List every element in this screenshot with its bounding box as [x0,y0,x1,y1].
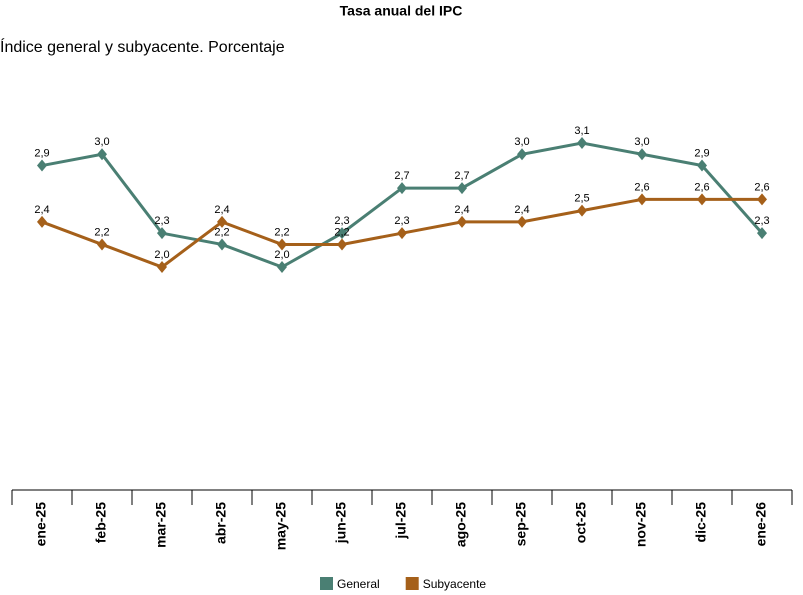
point-marker [277,261,287,273]
value-label: 2,0 [154,249,169,261]
value-label: 2,3 [154,215,169,227]
point-marker [217,238,227,251]
point-marker [757,193,767,206]
series-line [41,141,764,269]
value-label: 2,2 [334,226,349,238]
point-marker [37,159,47,172]
value-label: 2,6 [694,181,709,193]
point-marker [397,182,407,195]
chart-subtitle: Índice general y subyacente. Porcentaje [0,37,285,56]
value-label: 2,0 [274,249,289,261]
value-label: 2,2 [94,226,109,238]
point-marker [577,204,587,217]
point-marker [157,261,167,273]
value-label: 2,4 [214,204,229,216]
point-marker [277,238,287,251]
x-tick-label: jun-25 [333,502,349,544]
point-marker [217,215,227,228]
point-marker [37,215,47,228]
chart-title: Tasa anual del IPC [340,3,463,19]
x-tick-label: jul-25 [393,502,409,540]
point-marker [157,227,167,240]
x-tick-label: ene-26 [753,502,769,547]
legend-label: Subyacente [423,577,487,591]
value-label: 2,6 [634,181,649,193]
value-label: 2,3 [334,215,349,227]
value-label: 2,6 [754,181,769,193]
value-label: 2,2 [214,226,229,238]
value-label: 2,7 [394,170,409,182]
point-marker [397,227,407,240]
value-label: 2,3 [394,215,409,227]
point-marker [457,215,467,228]
x-tick-label: nov-25 [633,502,649,547]
x-tick-label: may-25 [273,502,289,550]
point-marker [517,215,527,228]
value-label: 2,4 [514,204,529,216]
legend-label: General [337,577,380,591]
value-label: 2,9 [34,147,49,159]
point-marker [697,159,707,172]
value-label: 3,0 [634,136,649,148]
value-label: 2,2 [274,226,289,238]
value-label: 3,0 [94,136,109,148]
point-marker [697,193,707,206]
x-tick-label: abr-25 [213,502,229,544]
point-marker [97,238,107,251]
value-label: 2,4 [34,204,49,216]
x-tick-label: sep-25 [513,502,529,547]
point-marker [757,227,767,240]
point-marker [637,193,647,206]
value-label: 3,0 [514,136,529,148]
value-label: 2,7 [454,170,469,182]
x-tick-label: oct-25 [573,502,589,543]
value-label: 2,5 [574,193,589,205]
x-tick-label: mar-25 [153,502,169,548]
x-tick-label: dic-25 [693,502,709,543]
value-label: 2,3 [754,215,769,227]
point-marker [457,182,467,195]
value-label: 2,9 [694,147,709,159]
legend-swatch [405,577,419,590]
legend-swatch [320,577,333,590]
point-marker [517,148,527,161]
value-label: 3,1 [574,125,589,137]
value-label: 2,4 [454,204,469,216]
point-marker [97,148,107,161]
point-marker [637,148,647,161]
x-tick-label: ago-25 [453,502,469,547]
x-tick-label: ene-25 [33,502,49,547]
point-marker [577,137,587,149]
point-marker [337,238,347,251]
x-tick-label: feb-25 [93,502,109,543]
point-marker [337,227,347,240]
